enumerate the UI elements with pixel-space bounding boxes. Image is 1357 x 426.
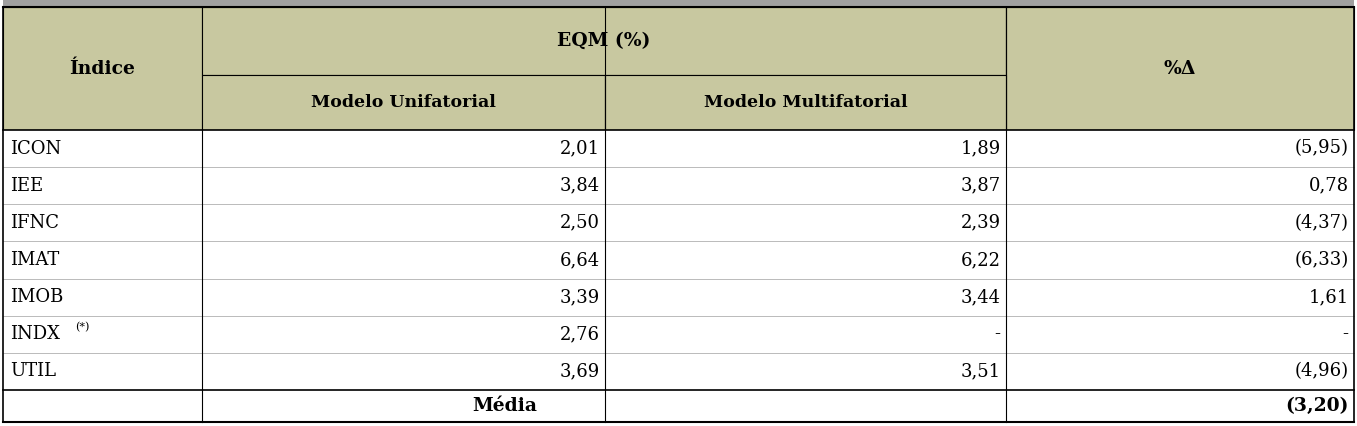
Bar: [605, 130, 1006, 167]
Text: Média: Média: [472, 397, 537, 415]
Bar: [202, 167, 605, 204]
Bar: [605, 353, 1006, 390]
Bar: [1006, 130, 1354, 167]
Text: IMOB: IMOB: [9, 288, 64, 306]
Text: IEE: IEE: [9, 177, 43, 195]
Bar: [1006, 167, 1354, 204]
Text: INDX: INDX: [9, 325, 60, 343]
Text: EQM (%): EQM (%): [558, 32, 651, 50]
Text: (4,96): (4,96): [1295, 363, 1349, 380]
Text: 1,89: 1,89: [961, 140, 1000, 158]
Text: (*): (*): [75, 322, 90, 332]
Bar: [3, 390, 1354, 422]
Text: Índice: Índice: [69, 60, 136, 78]
Text: 3,44: 3,44: [961, 288, 1000, 306]
Text: 3,51: 3,51: [961, 363, 1000, 380]
Bar: [202, 316, 605, 353]
Bar: [202, 242, 605, 279]
Text: -: -: [1342, 325, 1349, 343]
Bar: [202, 279, 605, 316]
Text: 2,76: 2,76: [559, 325, 600, 343]
Text: 6,22: 6,22: [961, 251, 1000, 269]
Text: 3,69: 3,69: [559, 363, 600, 380]
Text: %Δ: %Δ: [1164, 60, 1196, 78]
Bar: [605, 279, 1006, 316]
Bar: [605, 204, 1006, 242]
Text: (4,37): (4,37): [1295, 214, 1349, 232]
Text: -: -: [995, 325, 1000, 343]
Bar: [3, 130, 202, 167]
Text: UTIL: UTIL: [9, 363, 56, 380]
Text: ICON: ICON: [9, 140, 61, 158]
Text: (6,33): (6,33): [1295, 251, 1349, 269]
Text: Modelo Unifatorial: Modelo Unifatorial: [311, 94, 495, 111]
Text: 2,01: 2,01: [559, 140, 600, 158]
Bar: [1006, 279, 1354, 316]
Text: 3,87: 3,87: [961, 177, 1000, 195]
Bar: [1006, 353, 1354, 390]
Bar: [3, 316, 202, 353]
Text: (5,95): (5,95): [1295, 140, 1349, 158]
Bar: [3, 242, 202, 279]
Text: 0,78: 0,78: [1308, 177, 1349, 195]
Bar: [202, 204, 605, 242]
Text: 3,84: 3,84: [559, 177, 600, 195]
Bar: [3, 279, 202, 316]
Bar: [3, 167, 202, 204]
Text: Modelo Multifatorial: Modelo Multifatorial: [704, 94, 908, 111]
Text: 3,39: 3,39: [559, 288, 600, 306]
Bar: [1006, 242, 1354, 279]
Bar: [1006, 204, 1354, 242]
Text: IFNC: IFNC: [9, 214, 58, 232]
Bar: [202, 353, 605, 390]
Bar: [1006, 316, 1354, 353]
Text: 2,39: 2,39: [961, 214, 1000, 232]
Bar: [3, 204, 202, 242]
Text: IMAT: IMAT: [9, 251, 60, 269]
Bar: [202, 130, 605, 167]
Text: (3,20): (3,20): [1285, 397, 1349, 415]
Bar: [605, 316, 1006, 353]
Bar: [3, 0, 1354, 7]
Bar: [3, 353, 202, 390]
Bar: [605, 242, 1006, 279]
Text: 6,64: 6,64: [559, 251, 600, 269]
Text: 1,61: 1,61: [1308, 288, 1349, 306]
Bar: [605, 167, 1006, 204]
Text: 2,50: 2,50: [559, 214, 600, 232]
